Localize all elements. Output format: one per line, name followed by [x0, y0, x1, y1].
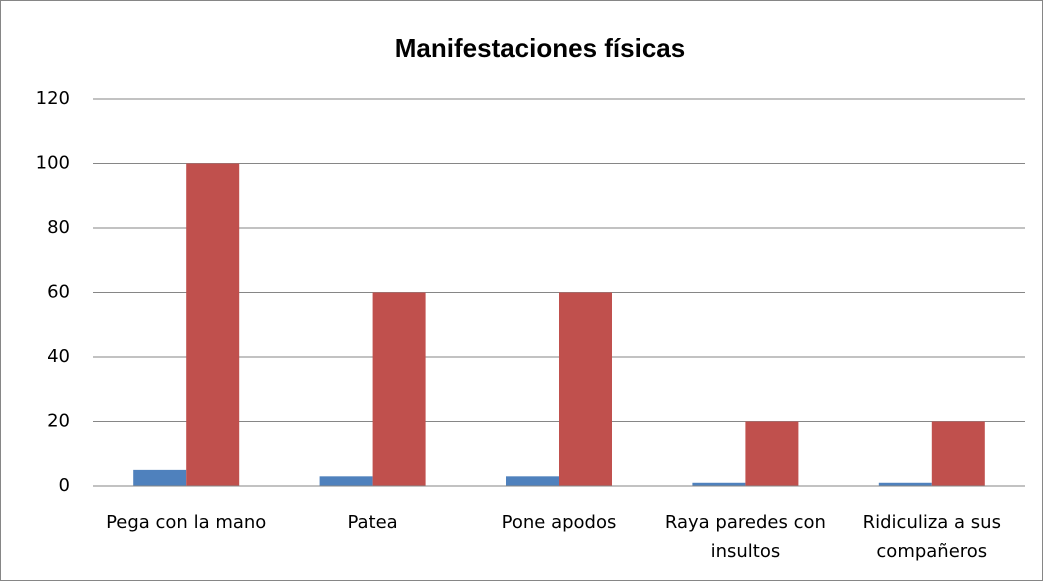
y-tick-label: 60 — [47, 282, 70, 303]
x-tick-label: Ridiculiza a sus compañeros — [862, 512, 1001, 562]
bar — [186, 163, 240, 486]
bar — [372, 292, 426, 486]
bar — [931, 421, 985, 486]
x-tick-label: Pone apodos — [501, 512, 617, 533]
bar — [133, 469, 187, 486]
x-tick-label: Raya paredes con insultos — [664, 512, 826, 562]
bar — [745, 421, 799, 486]
y-tick-label: 0 — [59, 475, 70, 496]
bar — [319, 476, 373, 486]
y-tick-label: 100 — [36, 153, 70, 174]
chart-title: Manifestaciones físicas — [395, 33, 685, 63]
y-tick-label: 40 — [47, 346, 70, 367]
bar — [692, 482, 746, 486]
x-tick-label: Pega con la mano — [106, 512, 267, 533]
y-tick-label: 80 — [47, 217, 70, 238]
bar — [559, 292, 612, 486]
bar — [506, 476, 559, 486]
y-tick-label: 20 — [47, 411, 70, 432]
x-tick-label: Patea — [347, 512, 398, 533]
y-tick-label: 120 — [36, 88, 70, 109]
bar — [878, 482, 932, 486]
